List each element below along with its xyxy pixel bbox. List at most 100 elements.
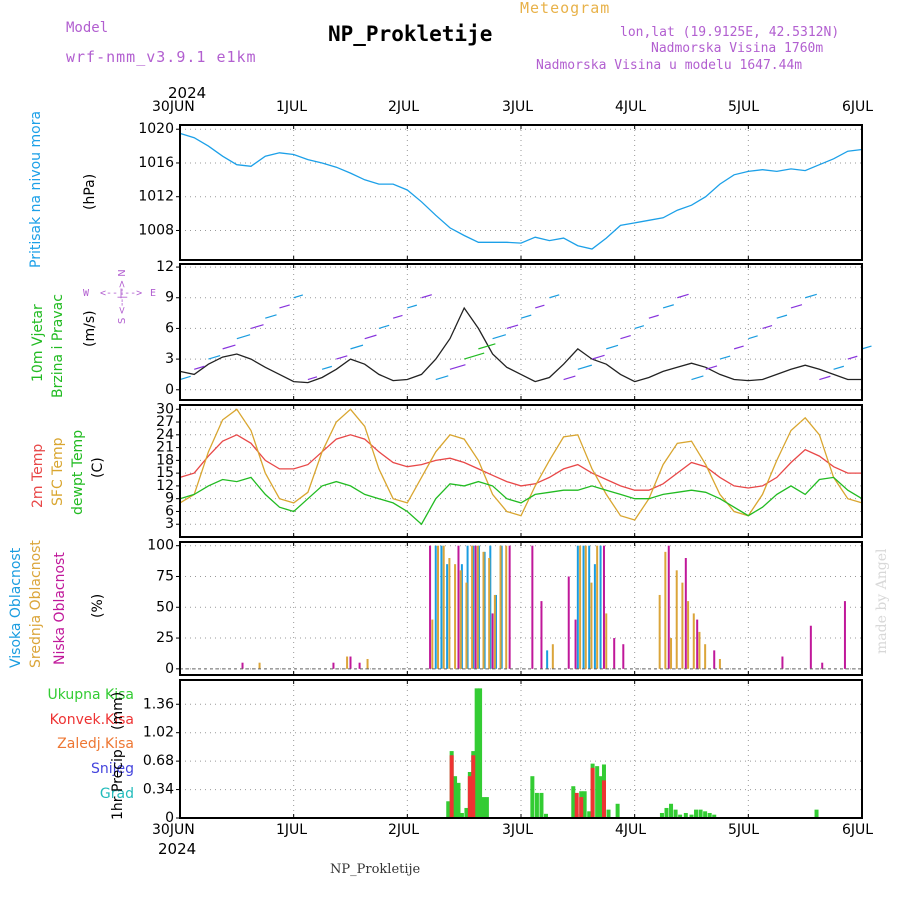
wind-barb xyxy=(336,355,348,360)
wind-frame xyxy=(179,263,863,401)
wind-barb xyxy=(762,324,773,329)
clouds-bar xyxy=(588,545,591,669)
clouds-bar xyxy=(434,545,437,669)
precipitation-bar xyxy=(539,792,544,818)
clouds-bar xyxy=(500,545,503,669)
wind-barb xyxy=(634,325,645,329)
xtick-top-1: 1JUL xyxy=(276,99,308,115)
xtick-top-5: 5JUL xyxy=(728,99,760,115)
clouds-bar xyxy=(809,625,812,669)
wind-barb xyxy=(662,304,674,309)
clouds-bar xyxy=(658,594,661,669)
model-name: wrf-nmm_v3.9.1 e1km xyxy=(66,48,257,66)
clouds-bar xyxy=(448,558,451,669)
clouds-bar xyxy=(567,576,570,669)
clouds-bar xyxy=(476,545,479,669)
xtick-bottom-6: 6JUL xyxy=(842,822,874,838)
clouds-bar xyxy=(482,551,485,669)
wind-ytick-label: 3 xyxy=(165,351,174,367)
clouds-bar xyxy=(551,644,554,669)
clouds-bar xyxy=(596,545,599,669)
wind-ytick-label: 12 xyxy=(156,259,174,275)
wind-barb xyxy=(563,375,576,381)
model-label: Model xyxy=(66,20,109,36)
wind-barb xyxy=(179,375,191,381)
legend-frozen-rain: Zaledj.Kisa xyxy=(57,736,134,752)
clouds-ytick-label: 100 xyxy=(147,538,174,554)
precipitation-ytick-label: 0 xyxy=(165,810,174,826)
pressure-ytick-label: 1016 xyxy=(138,155,174,171)
wind-barb xyxy=(861,345,872,350)
wind-ytick-label: 6 xyxy=(165,320,174,336)
precipitation-bar xyxy=(698,809,703,818)
xtick-bottom-1: 1JUL xyxy=(276,822,308,838)
precipitation-bar xyxy=(467,776,472,818)
xtick-bottom-2: 2JUL xyxy=(388,822,420,838)
temperature-ytick-label: 3 xyxy=(165,516,174,532)
precipitation-bar xyxy=(446,801,451,818)
precipitation-bar xyxy=(659,812,664,818)
clouds-bar xyxy=(241,662,244,669)
xtick-bottom-5: 5JUL xyxy=(728,822,760,838)
wind-barb xyxy=(378,324,390,329)
clouds-ytick-label: 50 xyxy=(156,599,174,615)
precipitation-bar xyxy=(615,803,620,818)
wind-barb xyxy=(833,365,845,370)
clouds-bar xyxy=(675,570,678,669)
precipitation-frame xyxy=(179,679,863,819)
clouds-bar xyxy=(460,564,463,669)
year-top: 2024 xyxy=(168,84,207,102)
temperature-ytick-label: 18 xyxy=(156,452,174,468)
clouds-bar xyxy=(821,662,824,669)
wind-barb xyxy=(364,334,377,340)
precipitation-ytick-label: 0.68 xyxy=(143,753,174,769)
wind-barb xyxy=(620,334,631,340)
clouds-bar xyxy=(546,650,549,669)
pressure-ytick-label: 1008 xyxy=(138,222,174,238)
wind-barb xyxy=(776,314,788,319)
wind-barb xyxy=(421,294,432,299)
precipitation-bar xyxy=(703,811,708,818)
wind-barb xyxy=(847,355,858,360)
precipitation-bar xyxy=(459,812,464,818)
wind-barb xyxy=(748,335,758,340)
clouds-bar xyxy=(358,662,361,669)
meteogram-label: Meteogram xyxy=(520,0,611,17)
clouds-bar xyxy=(781,656,784,669)
pressure-ytick-label: 1012 xyxy=(138,189,174,205)
wind-barb xyxy=(790,304,803,309)
wind-line-speed xyxy=(179,306,862,384)
wind-barb xyxy=(392,314,403,319)
clouds-bar xyxy=(692,613,695,669)
temperature-ytick-label: 15 xyxy=(156,465,174,481)
wind-ytick-label: 0 xyxy=(165,382,174,398)
wind-barb xyxy=(236,334,251,340)
clouds-bar xyxy=(540,601,543,669)
precipitation-bar xyxy=(582,791,587,818)
temperature-line-2m-temp xyxy=(179,434,862,491)
clouds-bar xyxy=(489,545,492,669)
clouds-bar xyxy=(576,545,579,669)
clouds-bar xyxy=(602,545,605,669)
wind-barb xyxy=(577,364,593,370)
xtick-top-2: 2JUL xyxy=(388,99,420,115)
temperature-line-dewpt-temp xyxy=(179,476,863,526)
precipitation-bar xyxy=(664,807,669,818)
wind-barb xyxy=(535,304,545,309)
precipitation-bar xyxy=(595,766,600,818)
clouds-bar xyxy=(346,656,349,669)
precipitation-bar xyxy=(464,807,469,818)
model-altitude-text: Nadmorska Visina u modelu 1647.44m xyxy=(536,58,803,73)
wind-barb xyxy=(591,354,605,360)
legend-snow: Snijeg xyxy=(90,761,134,777)
wind-barb xyxy=(222,344,236,350)
wind-barb xyxy=(804,293,817,299)
wind-ytick-label: 9 xyxy=(165,290,174,306)
clouds-bar xyxy=(349,656,352,669)
xtick-top-0: 30JUN xyxy=(152,99,195,115)
clouds-bar xyxy=(258,662,261,669)
wind-barb xyxy=(606,344,619,350)
precipitation-bar xyxy=(456,782,461,818)
temperature-ytick-label: 30 xyxy=(156,401,174,417)
precipitation-bar xyxy=(544,813,549,818)
